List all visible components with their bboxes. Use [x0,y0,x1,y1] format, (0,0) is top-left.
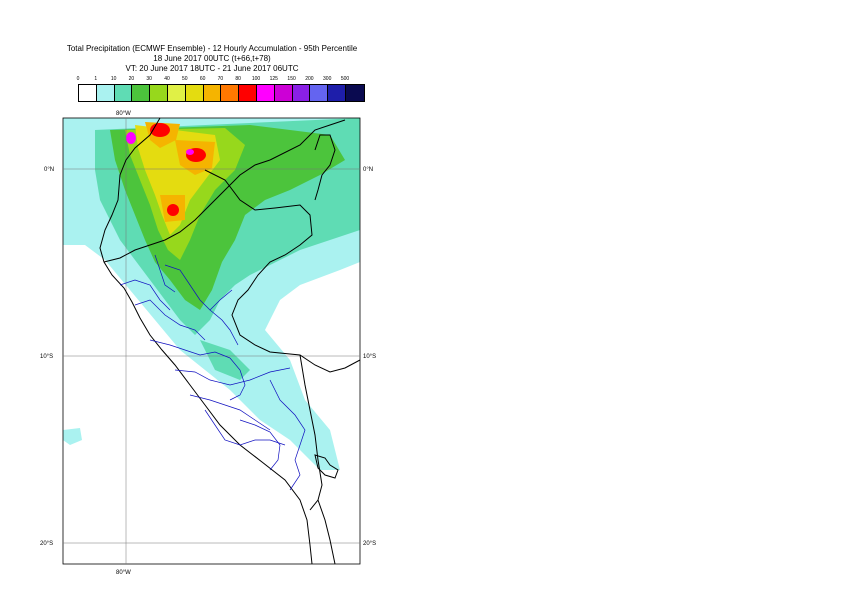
coastline [99,117,313,565]
region-border-5 [174,367,291,386]
region-border-9 [269,379,306,491]
color-legend: 0 1 10 20 30 40 50 60 70 80 100 125 150 200 300 500 [76,76,365,102]
legend-label: 0 [76,76,80,82]
region-border-8 [239,419,281,471]
legend-swatch [114,85,133,101]
legend-swatch [79,85,97,101]
peru-bolivia-border [299,354,323,511]
map-title: Total Precipitation (ECMWF Ensemble) - 1… [0,44,424,74]
peru-colombia-brazil-border [204,169,361,373]
legend-label: 100 [251,76,261,82]
regional-borders [119,254,306,491]
legend-swatch [132,85,151,101]
region-border-10 [229,357,246,401]
legend-label: 30 [146,76,152,82]
legend-label: 70 [217,76,224,82]
region-border-7 [204,409,286,446]
region-border-1 [119,279,171,311]
lat-label-right-20s: 20°S [363,541,376,547]
graticule [63,118,360,564]
legend-label: 80 [235,76,241,82]
legend-swatch [167,85,186,101]
legend-swatches [78,84,365,102]
lat-label-left-0: 0°N [44,167,54,173]
legend-label: 200 [305,76,314,82]
precip-core-magenta-2 [186,149,194,155]
lat-label-right-0: 0°N [363,167,373,173]
legend-swatch [150,85,168,101]
precip-core-magenta-1 [126,132,136,144]
region-border-4 [164,264,233,311]
legend-label: 60 [199,76,206,82]
legend-label: 300 [323,76,332,82]
legend-swatch [256,85,275,101]
region-border-6 [189,394,271,431]
chile-bolivia-border [317,499,336,565]
region-border-2 [134,299,206,341]
region-border-11 [154,254,176,293]
lat-label-left-10s: 10°S [40,354,53,360]
legend-swatch [328,85,346,101]
title-line-3: VT: 20 June 2017 18UTC - 21 June 2017 06… [125,64,299,73]
legend-label: 20 [128,76,135,82]
legend-swatch [96,85,115,101]
map-frame [62,117,361,565]
brazil-venezuela-border [269,119,346,161]
legend-label: 10 [110,76,117,82]
legend-swatch [345,85,364,101]
brazil-east-border [314,134,336,201]
legend-label: 500 [340,76,350,82]
lat-label-left-20s: 20°S [40,541,53,547]
precip-field [63,118,360,470]
legend-label: 125 [269,76,278,82]
legend-swatch [292,85,311,101]
legend-swatch [274,85,293,101]
legend-swatch [310,85,329,101]
precip-region-teal-2 [200,340,250,380]
legend-swatch [239,85,257,101]
legend-swatch [185,85,204,101]
title-line-1: Total Precipitation (ECMWF Ensemble) - 1… [66,44,358,53]
region-border-3 [149,339,231,359]
precip-region-lightcyan-2 [63,428,82,445]
lake-titicaca [314,454,339,479]
country-borders [99,117,361,565]
precip-core-red-3 [167,204,179,216]
lat-label-right-10s: 10°S [363,354,376,360]
legend-label: 50 [182,76,188,82]
title-line-2: 18 June 2017 00UTC (t+66,t+78) [153,54,271,63]
lon-label-top-80w: 80°W [116,111,131,117]
legend-swatch [203,85,222,101]
lon-label-bottom-80w: 80°W [116,570,131,576]
legend-label: 1 [94,76,98,82]
region-border-12 [209,309,239,346]
ecuador-peru-border [103,159,271,263]
legend-swatch [221,85,240,101]
legend-label: 40 [164,76,170,82]
legend-label: 150 [287,76,296,82]
